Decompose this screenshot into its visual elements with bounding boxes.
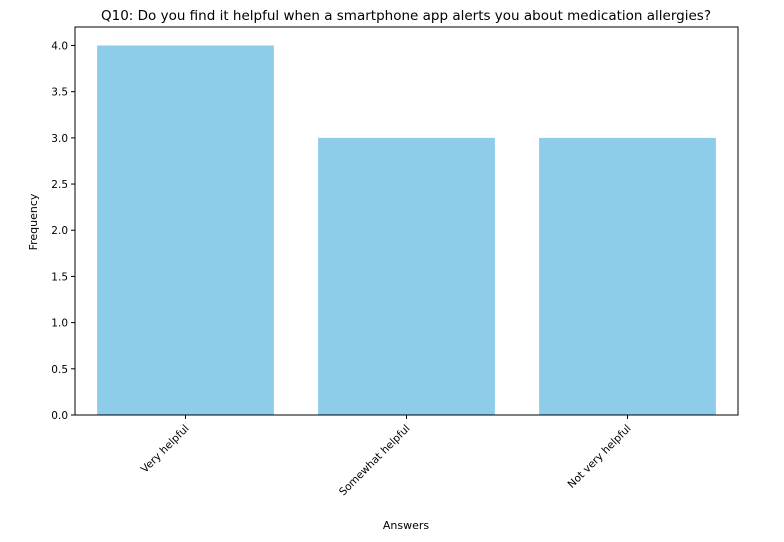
bars-group bbox=[97, 45, 716, 415]
x-tick-label: Not very helpful bbox=[566, 423, 634, 491]
y-tick-label: 0.0 bbox=[51, 410, 68, 422]
x-axis-label: Answers bbox=[383, 519, 430, 532]
x-tick-label: Very helpful bbox=[139, 423, 192, 476]
bar-somewhat-helpful bbox=[318, 137, 495, 415]
bar-not-very-helpful bbox=[539, 137, 716, 415]
x-axis-ticks: Very helpful Somewhat helpful Not very hel… bbox=[139, 415, 634, 498]
y-tick-label: 2.0 bbox=[51, 225, 68, 237]
y-tick-label: 1.5 bbox=[51, 271, 68, 283]
chart-title: Q10: Do you find it helpful when a smart… bbox=[101, 8, 711, 24]
plot-area: 0.0 0.5 1.0 1.5 2.0 2.5 3.0 3.5 4.0 Very helpful… bbox=[51, 26, 739, 498]
y-tick-label: 4.0 bbox=[51, 40, 68, 52]
x-tick-label: Somewhat helpful bbox=[337, 423, 413, 499]
y-tick-label: 3.0 bbox=[51, 133, 68, 145]
y-axis-ticks: 0.0 0.5 1.0 1.5 2.0 2.5 3.0 3.5 4.0 bbox=[51, 40, 75, 422]
y-tick-label: 0.5 bbox=[51, 364, 68, 376]
y-axis-label: Frequency bbox=[27, 193, 40, 250]
y-tick-label: 2.5 bbox=[51, 179, 68, 191]
y-tick-label: 1.0 bbox=[51, 318, 68, 330]
bar-very-helpful bbox=[97, 45, 274, 415]
y-tick-label: 3.5 bbox=[51, 87, 68, 99]
